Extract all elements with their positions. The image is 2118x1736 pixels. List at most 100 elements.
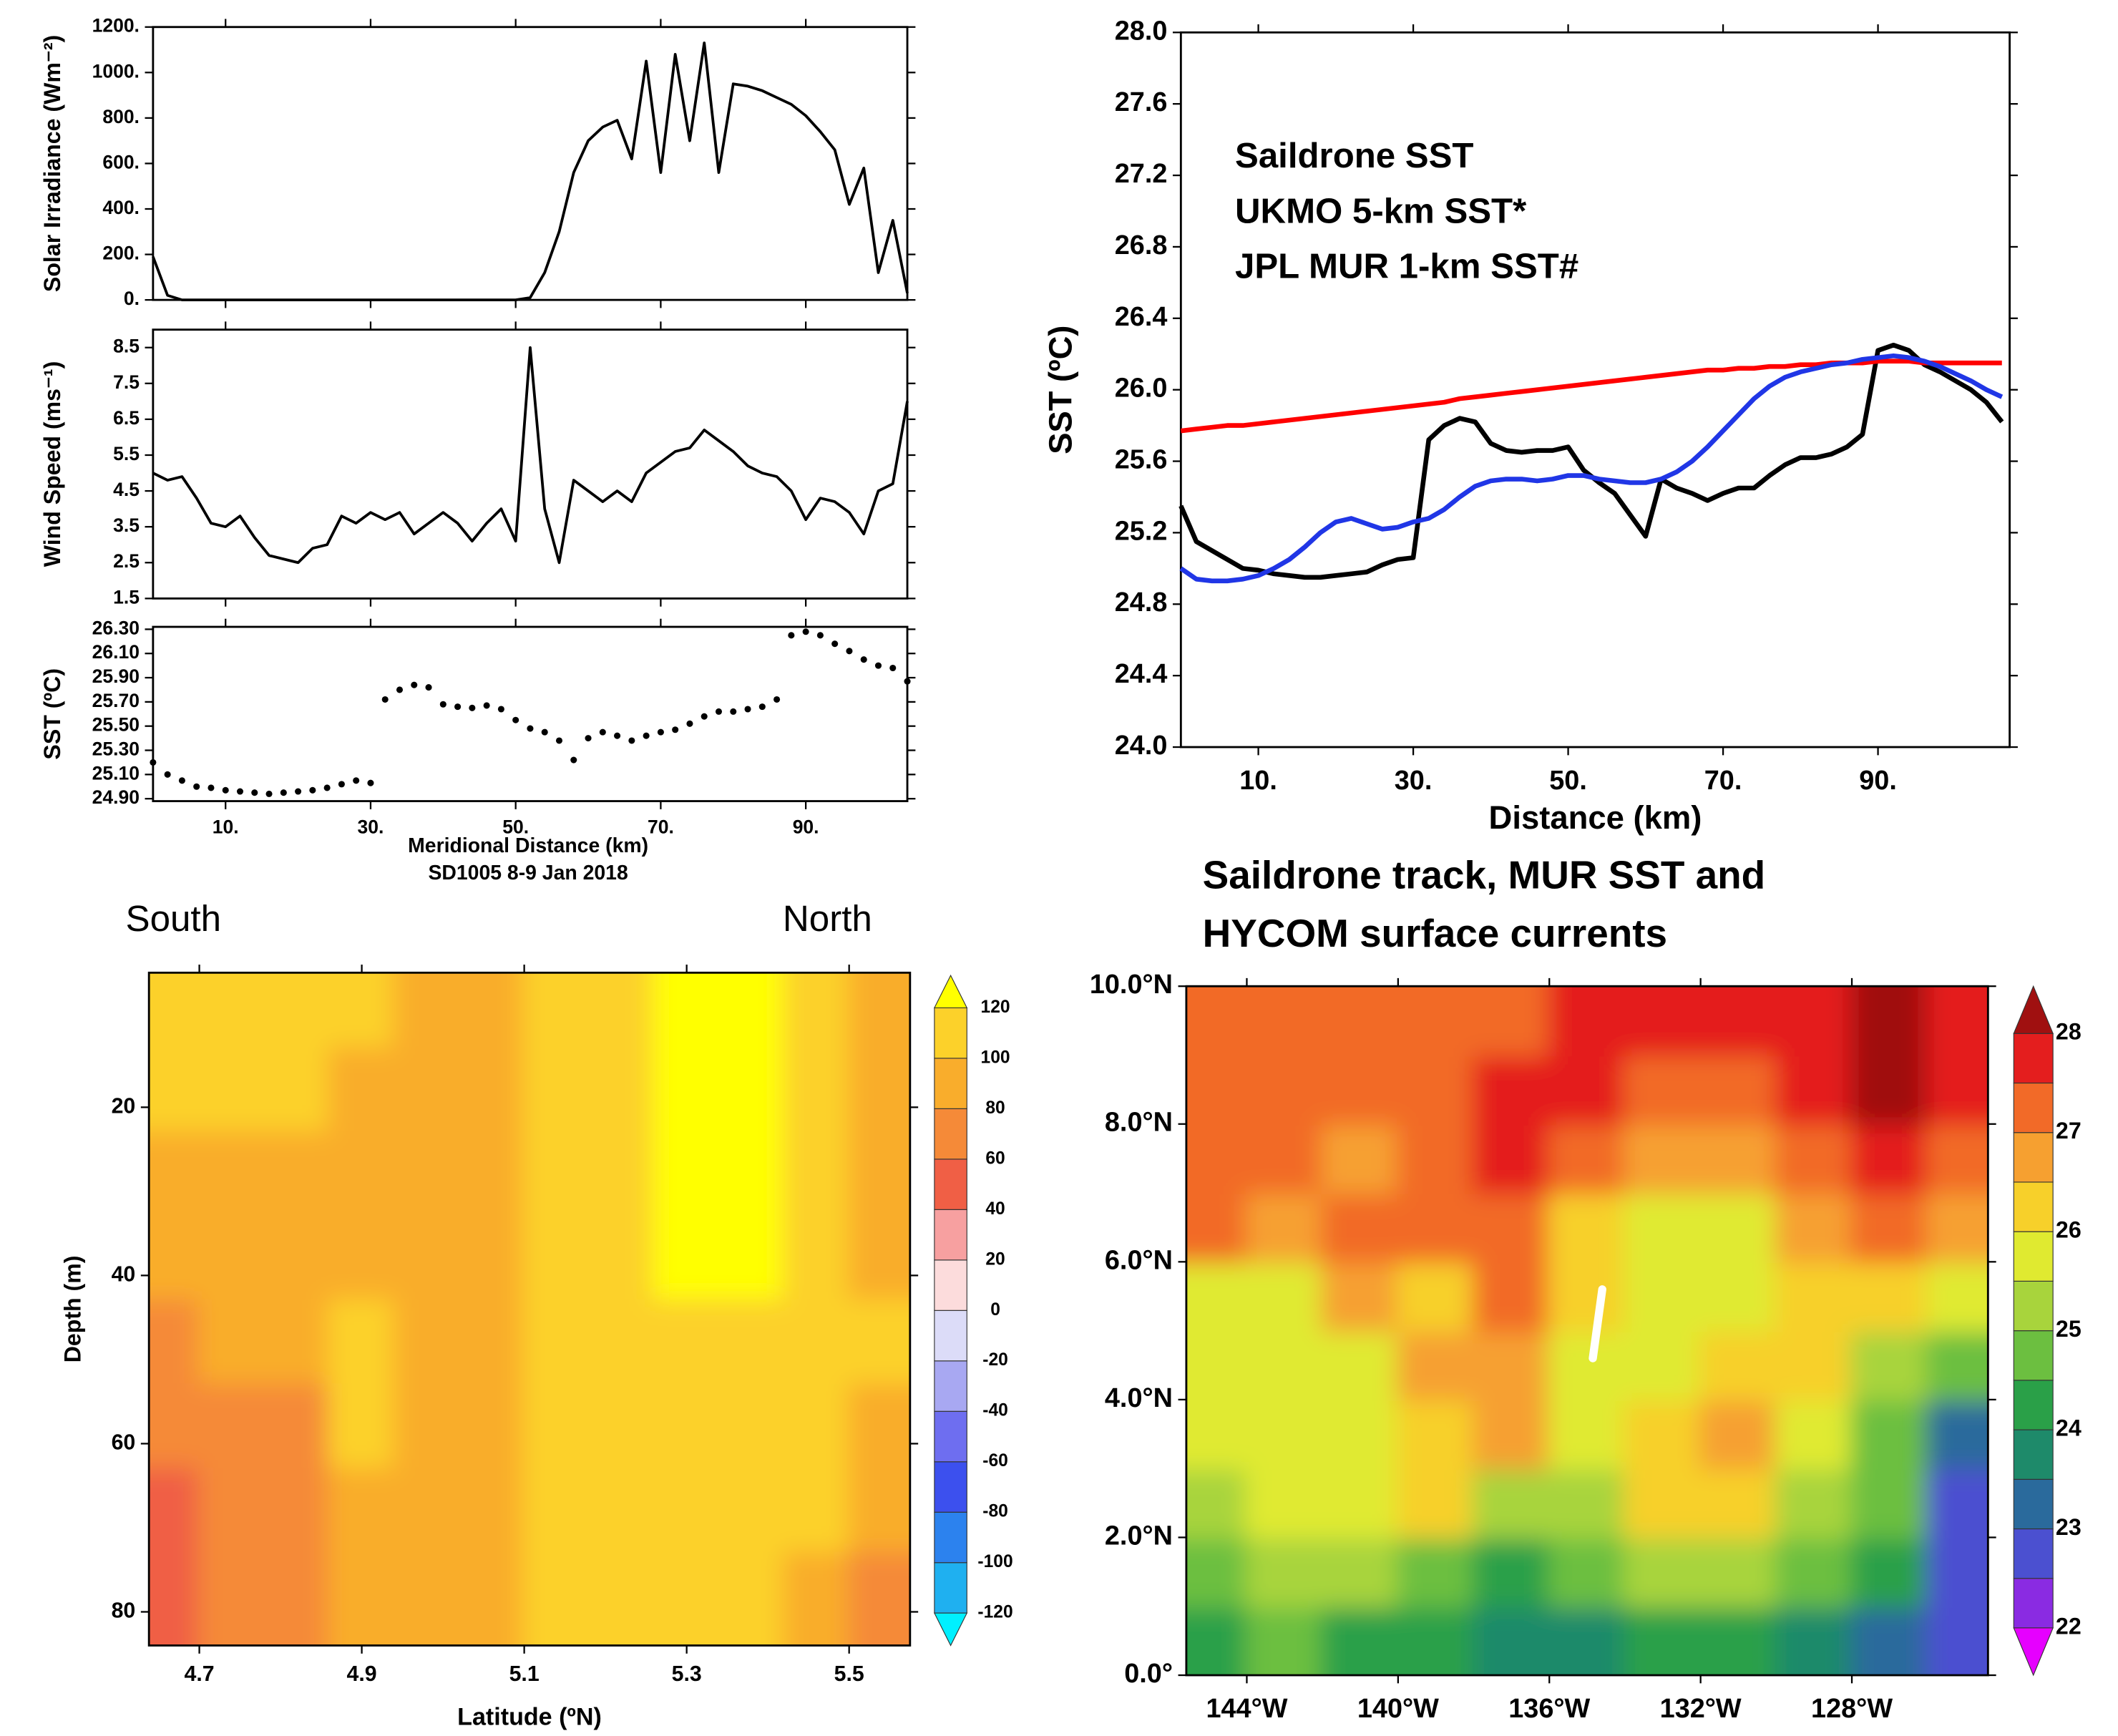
field-cell [1850, 1398, 1929, 1471]
field-cell [1850, 1329, 1929, 1401]
field-cell [718, 1215, 786, 1302]
colorbar-low [2013, 1627, 2054, 1677]
field-cell [522, 1299, 591, 1387]
field-cell [263, 1383, 331, 1471]
colorbar-bin [934, 1209, 967, 1261]
y-tick-label: 8.0°N [1105, 1108, 1173, 1138]
data-line [152, 42, 909, 302]
field-cell [1396, 1260, 1475, 1332]
field-cell [718, 1551, 786, 1646]
field-cell [782, 1383, 851, 1471]
field-cell [263, 1047, 331, 1134]
field-cell [1775, 1053, 1853, 1126]
field-cell [1926, 1398, 1988, 1471]
colorbar-bin [2013, 1231, 2054, 1282]
field-cell [718, 1047, 786, 1134]
field-cell [1699, 1329, 1778, 1401]
data-point [309, 786, 316, 794]
colorbar-bin [2013, 1082, 2054, 1133]
field-cell [1321, 986, 1400, 1057]
field-cell [457, 1131, 526, 1219]
colorbar-label: 23 [2056, 1514, 2082, 1540]
field-cell [149, 1047, 201, 1134]
field-cell [1548, 1329, 1626, 1401]
colorbar-label: 120 [981, 998, 1010, 1017]
field-cell [197, 1131, 266, 1219]
y-tick-label: 26.4 [1115, 302, 1168, 332]
field-cell [718, 1383, 786, 1471]
colorbar-label: 20 [985, 1249, 1005, 1269]
field-cell [1186, 1467, 1249, 1539]
side-label: South [126, 898, 221, 939]
field-cell [847, 1131, 910, 1219]
x-tick-label: 70. [1704, 766, 1742, 796]
field-cell [1396, 1604, 1475, 1676]
field-cell [1624, 1053, 1702, 1126]
field-cell [1548, 1122, 1626, 1194]
field-cell [1699, 1467, 1778, 1539]
field-cell [149, 1383, 201, 1471]
data-point [280, 789, 287, 796]
field-cell [587, 1551, 656, 1646]
data-point [425, 684, 432, 691]
field-cell [393, 1299, 461, 1387]
x-tick-label: 50. [1549, 766, 1587, 796]
field-cell [847, 1467, 910, 1555]
field-cell [653, 1047, 721, 1134]
subtitle: SD1005 8-9 Jan 2018 [428, 862, 628, 884]
field-cell [1396, 1329, 1475, 1401]
colorbar-label: -40 [982, 1401, 1008, 1420]
y-tick-label: 26.0 [1115, 374, 1168, 404]
data-point [904, 678, 911, 685]
data-point [251, 789, 258, 796]
colorbar-bin [934, 1259, 967, 1311]
field-cell [197, 1467, 266, 1555]
y-tick-label: 24.0 [1115, 731, 1168, 761]
data-point [788, 632, 795, 639]
field-cell [328, 1215, 396, 1302]
field-cell [328, 1299, 396, 1387]
saildrone-track [1588, 1285, 1606, 1362]
chart-title: HYCOM surface currents [1203, 911, 1667, 955]
colorbar-label: 0 [990, 1300, 1000, 1320]
y-tick-label: 80 [112, 1599, 136, 1623]
field-cell [1548, 986, 1626, 1057]
field-cell [328, 1551, 396, 1646]
field-cell [1186, 1329, 1249, 1401]
field-cell [149, 1467, 201, 1555]
y-axis-title: Depth (m) [60, 1256, 86, 1363]
field-cell [587, 1467, 656, 1555]
data-point [570, 756, 577, 764]
field-cell [197, 1047, 266, 1134]
field-cell [149, 1131, 201, 1219]
x-tick-label: 90. [1859, 766, 1897, 796]
field-cell [1186, 986, 1249, 1057]
field-soft [149, 972, 910, 1646]
data-point [222, 786, 229, 794]
field-cell [1699, 986, 1778, 1057]
field-cell [457, 1047, 526, 1134]
field-cell [1396, 1398, 1475, 1471]
colorbar-label: -100 [977, 1552, 1012, 1571]
data-point [657, 728, 664, 736]
field-cell [149, 972, 201, 1050]
data-point [599, 728, 606, 736]
field-cell [1926, 1329, 1988, 1401]
field-cell [1245, 1122, 1324, 1194]
x-tick-label: 128°W [1811, 1694, 1893, 1724]
plot-frame [152, 328, 909, 600]
field-cell [1396, 1191, 1475, 1264]
field-cell [587, 1131, 656, 1219]
field-cell [1926, 1536, 1988, 1608]
y-tick-label: 24.4 [1115, 659, 1168, 689]
field-cell [1186, 1260, 1249, 1332]
field-cell [522, 1467, 591, 1555]
field-cell [1472, 1536, 1551, 1608]
x-tick-label: 5.3 [672, 1662, 702, 1686]
x-tick-label: 90. [793, 816, 819, 837]
field-cell [1926, 1260, 1988, 1332]
y-tick-label: 26.10 [92, 641, 140, 663]
field-cell [1321, 1604, 1400, 1676]
data-point [396, 686, 404, 693]
